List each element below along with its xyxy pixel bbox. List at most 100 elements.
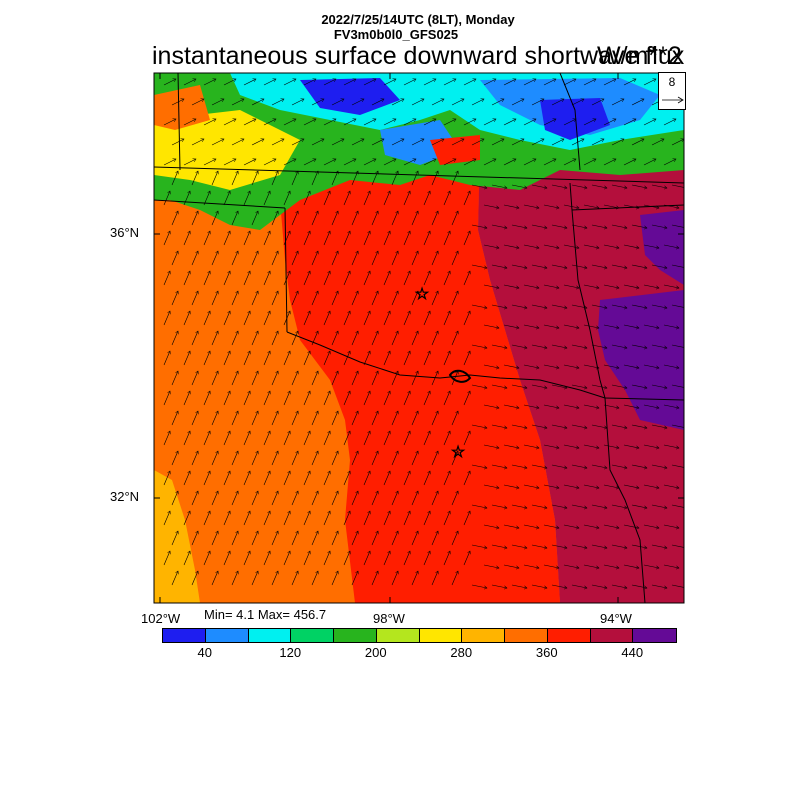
wind-vector [331,331,338,346]
wind-vector [211,251,218,266]
wind-vector [191,291,198,306]
wind-vector [303,79,316,86]
wind-vector [451,171,458,186]
wind-vector [463,311,470,326]
wind-vector [423,79,436,86]
wind-vector [243,271,250,286]
wind-vector [291,171,298,186]
wind-vector [623,204,639,208]
units-label: W/m**2 [597,42,682,70]
wind-vector [571,504,587,508]
wind-vector [511,584,527,588]
wind-vector [591,344,607,348]
wind-vector [563,404,579,408]
reference-arrow-icon [662,96,684,104]
wind-vector [651,584,667,588]
wind-vector [343,391,350,406]
city-marker-dallas: ☆ [451,442,465,461]
wind-vector [531,584,547,588]
wind-vector [651,304,667,308]
wind-vector [511,99,524,106]
colorbar [162,628,677,643]
wind-vector [683,285,684,286]
wind-vector [403,159,416,166]
wind-vector [531,184,547,188]
wind-vector [271,251,278,266]
wind-vector [351,291,358,306]
wind-vector [692,305,707,308]
wind-vector [443,231,450,246]
wind-vector [471,344,487,348]
wind-vector [231,331,238,346]
wind-vector [283,191,290,206]
wind-vector [503,79,516,86]
wind-vector [523,79,536,86]
wind-vector [331,491,338,506]
wind-vector [571,264,587,268]
wind-vector [631,99,644,106]
wind-vector [611,384,627,388]
wind-vector [463,391,470,406]
wind-vector [203,391,210,406]
wind-vector [423,159,436,166]
colorbar-swatch [163,629,206,642]
wind-vector [543,159,556,166]
wind-vector [311,491,318,506]
wind-vector [383,159,396,166]
wind-vector [203,159,216,166]
wind-vector [603,204,619,208]
wind-vector [331,571,338,586]
wind-vector [323,231,330,246]
wind-vector [511,184,527,188]
wind-vector [631,184,647,188]
wind-vector [463,351,470,366]
wind-vector [331,531,338,546]
wind-vector [183,391,190,406]
wind-vector [223,471,230,486]
wind-vector [643,524,659,528]
colorbar-swatch [376,629,420,642]
wind-vector [543,444,559,448]
lat-label-32n: 32°N [110,489,140,504]
wind-vector [343,271,350,286]
wind-vector [291,451,298,466]
wind-vector [203,191,210,206]
wind-vector [423,391,430,406]
wind-vector [283,159,296,166]
wind-vector [263,119,276,126]
wind-vector [271,291,278,306]
wind-vector [391,571,398,586]
wind-vector [311,211,318,226]
wind-vector [243,159,256,166]
wind-vector [583,564,599,568]
wind-vector [243,79,256,86]
wind-vector [371,171,378,186]
wind-vector [651,544,667,548]
wind-vector [523,564,539,568]
wind-vector [603,159,616,166]
wind-vector [583,364,599,368]
wind-vector [663,364,679,368]
wind-vector [303,159,316,166]
wind-vector [323,79,336,86]
wind-vector [591,424,607,428]
wind-vector [211,451,218,466]
wind-vector [603,119,616,126]
wind-vector [623,159,636,166]
wind-vector [363,79,376,86]
wind-vector [411,491,418,506]
wind-vector [251,211,258,226]
wind-vector [231,291,238,306]
wind-vector [623,364,639,368]
wind-vector [243,471,250,486]
wind-vector [163,351,170,366]
wind-vector [583,204,599,208]
wind-vector [391,139,404,146]
wind-vector [463,159,476,166]
wind-vector [551,264,567,268]
wind-vector [331,291,338,306]
wind-vector [491,224,507,228]
model-title: FV3m0b0l0_GFS025 [0,27,800,42]
wind-vector [191,171,198,186]
city-marker-oklahoma-city: ☆ [415,284,429,303]
